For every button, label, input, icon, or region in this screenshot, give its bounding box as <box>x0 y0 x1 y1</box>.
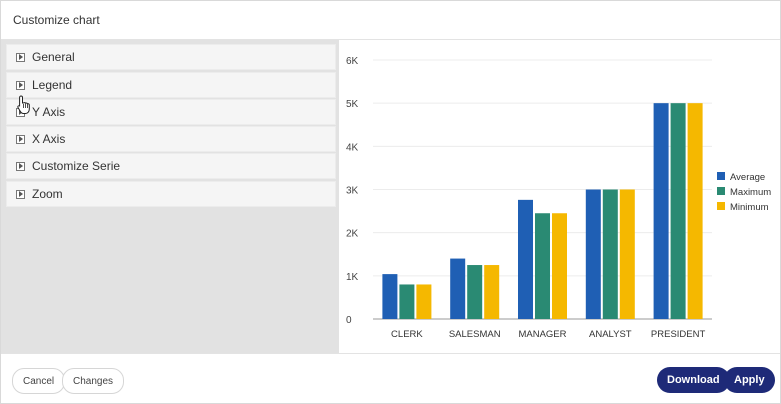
y-tick-label: 1K <box>346 272 359 283</box>
dialog-title: Customize chart <box>13 13 100 27</box>
section-zoom[interactable]: Zoom <box>6 181 336 207</box>
y-tick-label: 4K <box>346 142 359 153</box>
cancel-button[interactable]: Cancel <box>12 368 66 394</box>
bar <box>687 103 703 319</box>
y-tick-label: 6K <box>346 56 359 67</box>
section-general[interactable]: General <box>6 44 336 70</box>
x-tick-label: PRESIDENT <box>651 329 706 340</box>
bar <box>382 274 398 319</box>
bar <box>653 103 669 319</box>
section-y-axis[interactable]: Y Axis <box>6 99 336 125</box>
changes-button[interactable]: Changes <box>62 368 125 394</box>
bar <box>552 213 567 319</box>
bar <box>416 284 432 319</box>
y-tick-label: 0 <box>346 315 352 326</box>
bar <box>467 265 483 319</box>
bar <box>670 103 686 319</box>
dialog-header: Customize chart <box>1 1 780 40</box>
bar-chart: 0 1K 2K 3K 4K 5K 6K CLERK SALESMAN MANAGER ANALYST… <box>346 56 771 340</box>
section-y-axis-label: Y Axis <box>32 105 66 119</box>
expand-icon <box>16 134 25 144</box>
section-zoom-label: Zoom <box>32 187 63 201</box>
legend-swatch <box>717 202 725 210</box>
x-tick-label: CLERK <box>391 329 423 340</box>
section-general-label: General <box>32 50 75 64</box>
bar <box>484 265 500 319</box>
bar <box>602 189 618 319</box>
section-legend-label: Legend <box>32 78 73 92</box>
bar <box>450 258 466 319</box>
bar <box>585 189 601 319</box>
y-tick-label: 2K <box>346 229 359 240</box>
chart-preview: 0 1K 2K 3K 4K 5K 6K CLERK SALESMAN MANAGER ANALYST… <box>340 40 780 353</box>
bar <box>619 189 635 319</box>
expand-icon <box>16 52 25 62</box>
section-customize-serie[interactable]: Customize Serie <box>6 153 336 179</box>
apply-button[interactable]: Apply <box>724 367 775 393</box>
legend-label: Minimum <box>730 202 769 213</box>
hand-cursor-icon <box>17 95 30 114</box>
legend-swatch <box>717 172 725 180</box>
bar <box>399 284 415 319</box>
legend-label: Maximum <box>730 187 771 198</box>
section-x-axis[interactable]: X Axis <box>6 126 336 152</box>
y-tick-label: 5K <box>346 99 359 110</box>
bar <box>518 199 533 319</box>
legend-label: Average <box>730 172 765 183</box>
legend-swatch <box>717 187 725 195</box>
download-button[interactable]: Download <box>657 367 730 393</box>
dialog-footer: Cancel Changes Download Apply <box>1 353 780 404</box>
options-panel: General Legend Y Axis X Axis Customize S… <box>1 40 339 353</box>
expand-icon <box>16 189 25 199</box>
expand-icon <box>16 161 25 171</box>
x-tick-label: SALESMAN <box>449 329 501 340</box>
section-customize-serie-label: Customize Serie <box>32 159 121 173</box>
expand-icon <box>16 80 25 90</box>
x-tick-label: ANALYST <box>589 329 632 340</box>
x-tick-label: MANAGER <box>518 329 566 340</box>
y-tick-label: 3K <box>346 186 359 197</box>
bar <box>535 213 550 319</box>
section-x-axis-label: X Axis <box>32 132 66 146</box>
section-legend[interactable]: Legend <box>6 72 336 98</box>
